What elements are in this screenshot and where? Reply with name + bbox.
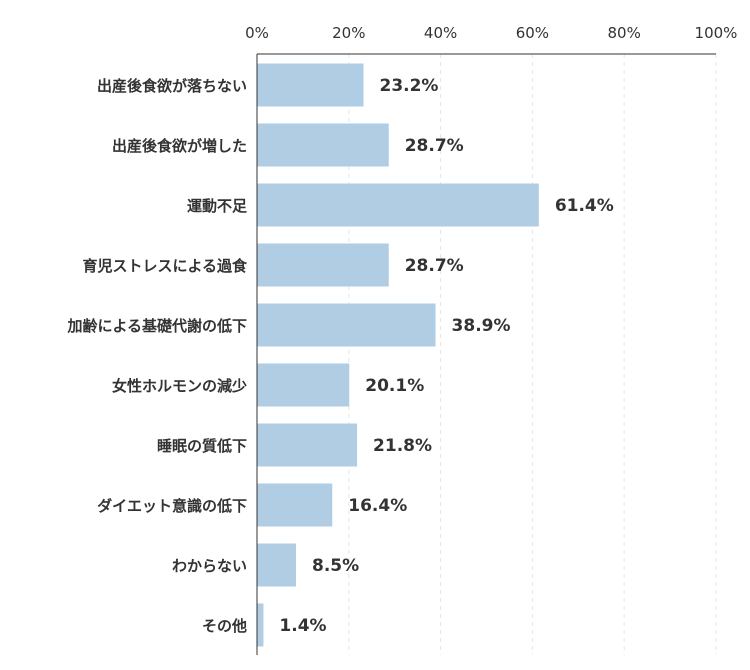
bar (257, 543, 297, 587)
bar (257, 303, 436, 347)
value-label: 28.7% (405, 136, 464, 156)
value-label: 23.2% (379, 76, 438, 96)
category-label: 育児ストレスによる過食 (82, 257, 248, 275)
value-label: 8.5% (312, 556, 359, 576)
bar (257, 243, 389, 287)
value-label: 21.8% (373, 436, 432, 456)
value-label: 20.1% (365, 376, 424, 396)
category-label: 出産後食欲が落ちない (97, 77, 247, 95)
x-tick-label: 80% (608, 24, 641, 42)
x-tick-label: 60% (516, 24, 549, 42)
value-label: 61.4% (555, 196, 614, 216)
x-tick-label: 40% (424, 24, 457, 42)
x-tick-label: 0% (245, 24, 269, 42)
category-label: 女性ホルモンの減少 (112, 377, 247, 395)
axis-layer (256, 53, 716, 655)
bar (257, 363, 350, 407)
value-label: 1.4% (279, 616, 326, 636)
bar (257, 63, 364, 107)
category-label: 睡眠の質低下 (157, 437, 247, 455)
bar (257, 483, 333, 527)
category-label: 加齢による基礎代謝の低下 (66, 317, 247, 335)
category-label: わからない (172, 557, 247, 575)
category-label: 運動不足 (187, 197, 248, 215)
category-label: 出産後食欲が増した (112, 137, 247, 155)
bar-layer (257, 63, 539, 647)
label-layer: 0% 20% 40% 60% 80% 100% 出産後食欲が落ちない 23.2% 出産後食欲が増… (66, 24, 737, 636)
x-tick-label: 20% (332, 24, 365, 42)
category-label: ダイエット意識の低下 (97, 497, 247, 515)
value-label: 28.7% (405, 256, 464, 276)
value-label: 38.9% (452, 316, 511, 336)
bar (257, 123, 389, 167)
category-label: その他 (202, 617, 247, 635)
bar (257, 423, 358, 467)
bar (257, 603, 264, 647)
x-tick-label: 100% (695, 24, 738, 42)
value-label: 16.4% (348, 496, 407, 516)
bar (257, 183, 539, 227)
